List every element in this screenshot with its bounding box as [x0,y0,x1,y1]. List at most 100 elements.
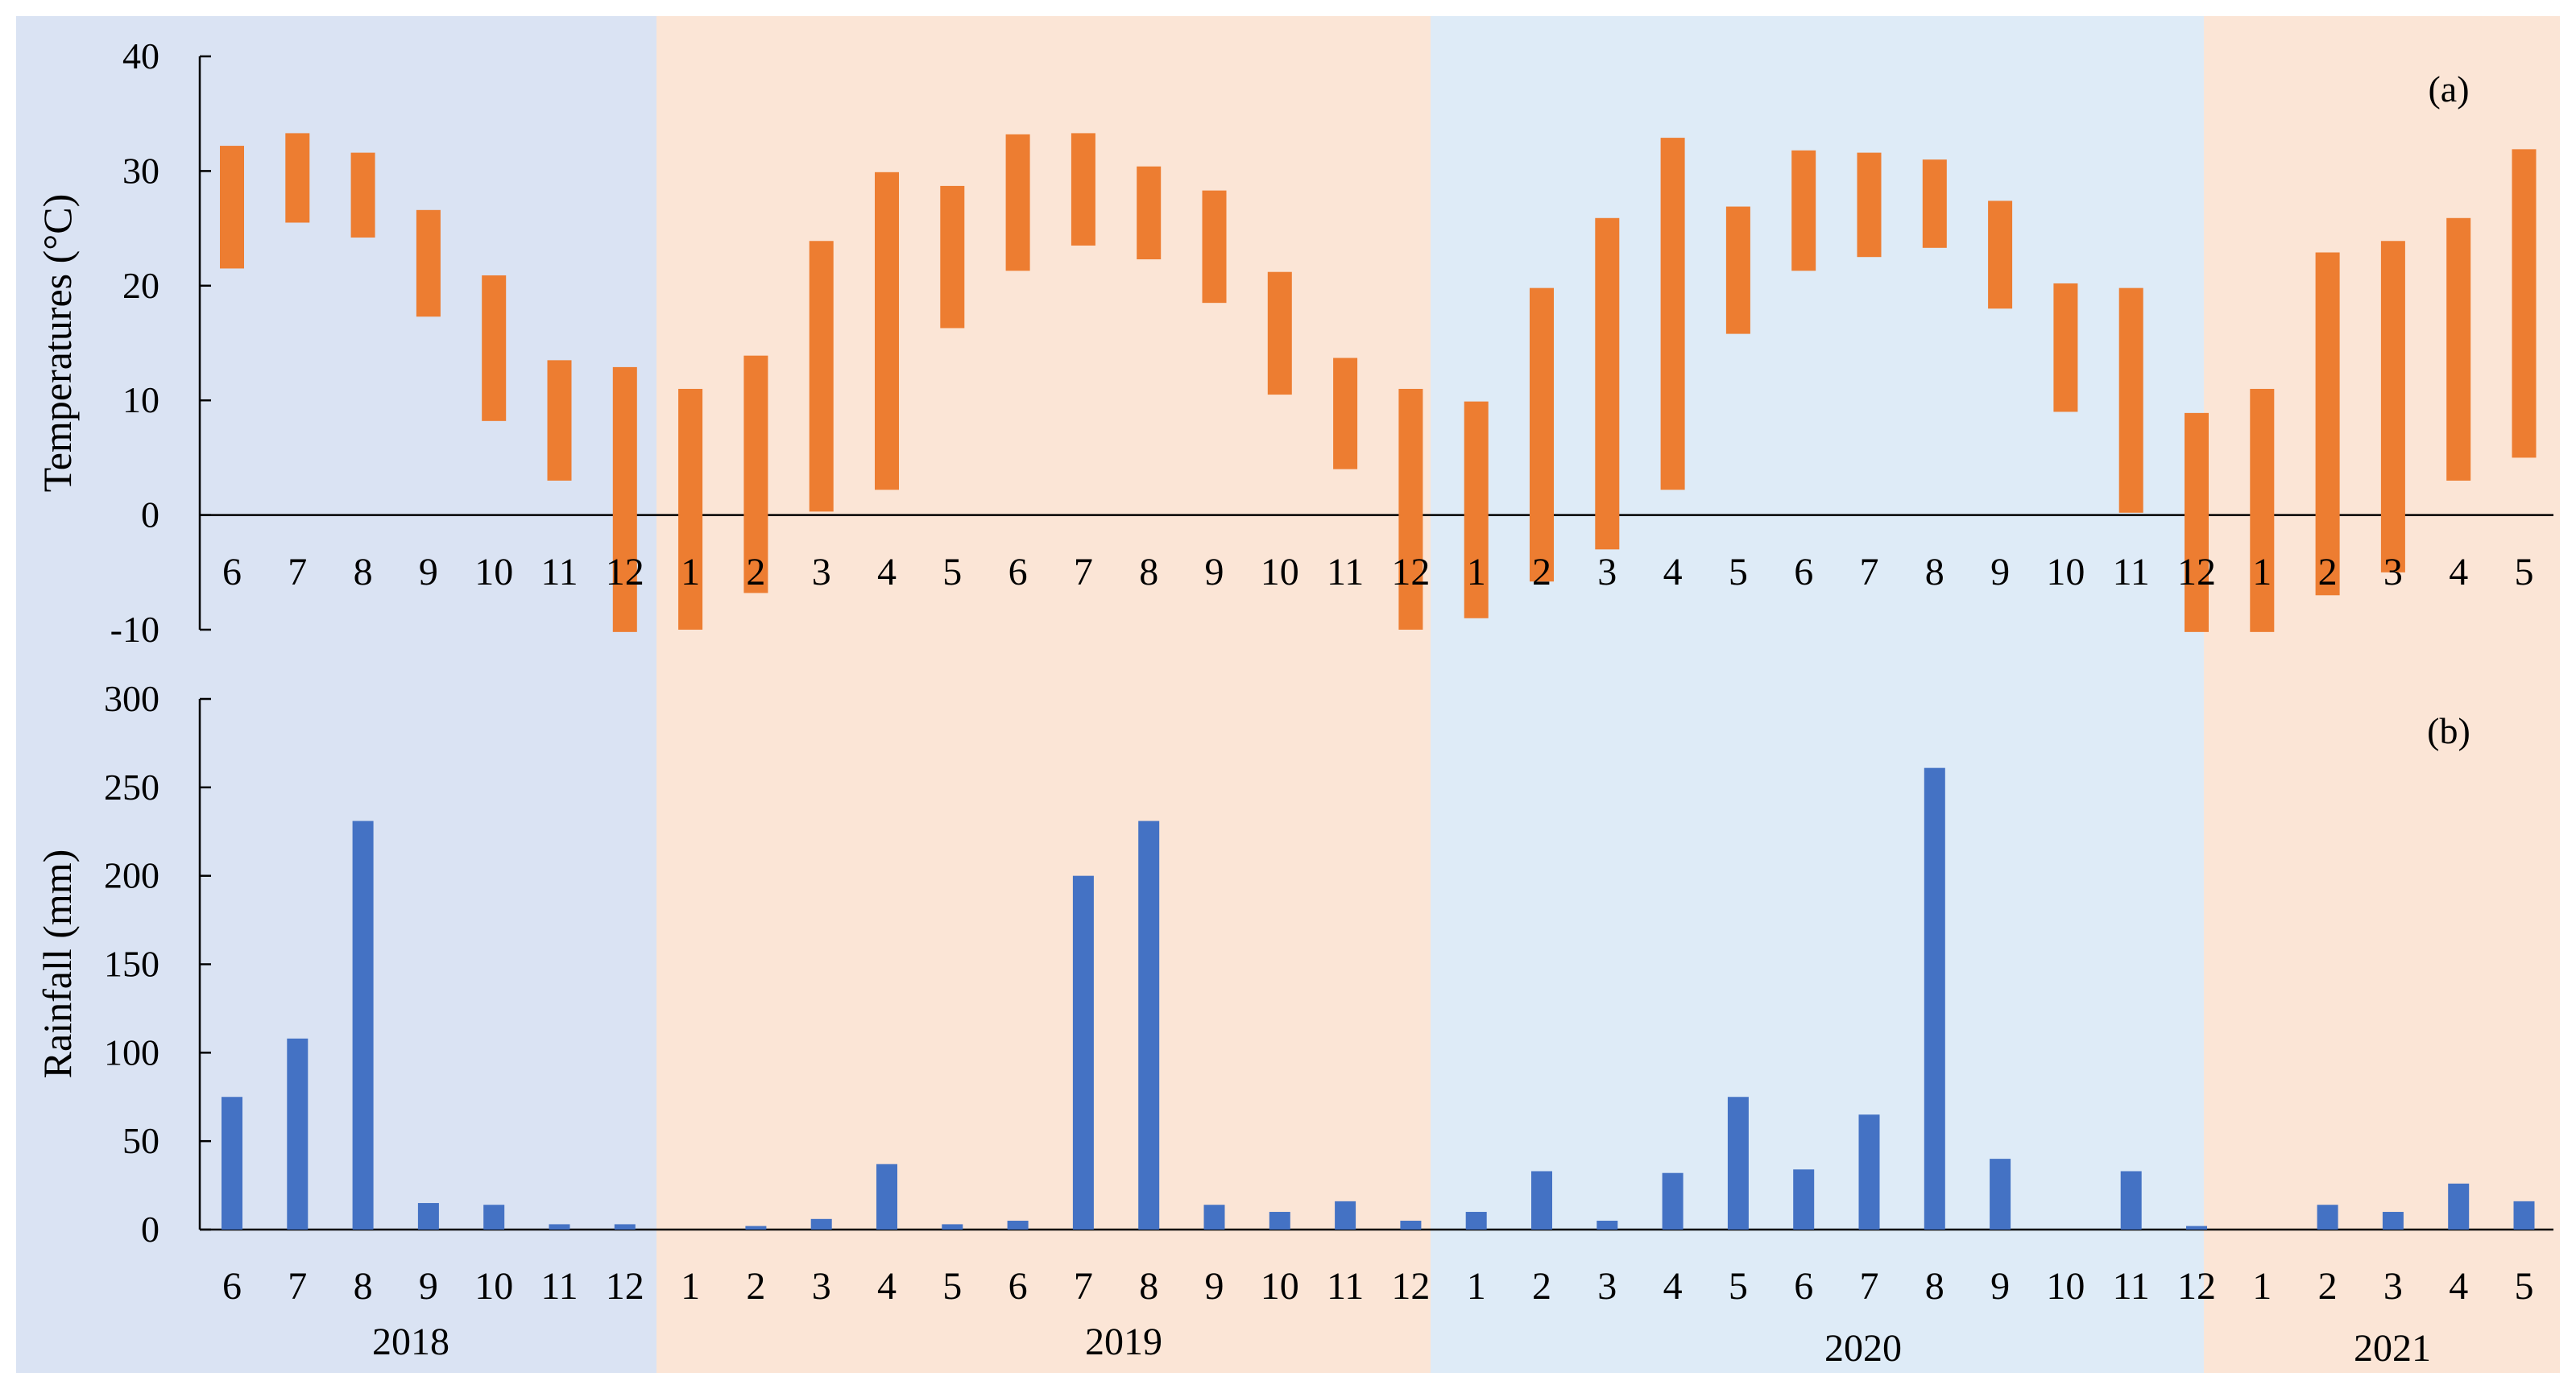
temperature-month-label: 2 [2318,551,2338,593]
temperature-range-bar [1595,217,1620,550]
temperature-month-label: 12 [606,551,644,593]
rainfall-bar [810,1218,832,1230]
temperature-month-label: 8 [1925,551,1944,593]
rainfall-month-label: 1 [681,1265,700,1308]
rainfall-bar [942,1224,963,1230]
rainfall-bar [287,1038,309,1230]
rainfall-tick-label: 50 [122,1120,159,1161]
year-band-2018 [16,16,656,1373]
rainfall-bar [1727,1097,1749,1230]
temperature-month-label: 10 [2046,551,2085,593]
rainfall-month-label: 2 [746,1265,765,1308]
rainfall-month-label: 6 [222,1265,242,1308]
rainfall-bar [1597,1221,1618,1230]
rainfall-month-label: 3 [812,1265,831,1308]
temperature-month-label: 8 [354,551,373,593]
rainfall-month-label: 3 [1597,1265,1617,1308]
temperature-range-bar [482,275,507,421]
temperature-range-bar [2380,241,2405,573]
temperature-month-label: 8 [1139,551,1158,593]
rainfall-month-label: 3 [2383,1265,2403,1308]
rainfall-month-label: 8 [1139,1265,1158,1308]
temperature-month-label: 11 [2113,551,2150,593]
rainfall-month-label: 6 [1008,1265,1028,1308]
rainfall-bar [1465,1212,1487,1230]
temperature-month-label: 2 [1532,551,1551,593]
rainfall-month-label: 11 [1327,1265,1364,1308]
rainfall-tick-label: 300 [104,678,159,719]
rainfall-bar [1335,1201,1356,1230]
temperature-month-label: 1 [681,551,700,593]
temperature-month-label: 6 [1794,551,1813,593]
temperature-range-bar [743,355,768,593]
temperature-axis-title: Temperatures (°C) [35,194,80,493]
rainfall-bar [1858,1114,1880,1230]
rainfall-month-label: 1 [2252,1265,2272,1308]
panel-a-label: (a) [2428,68,2469,110]
temperature-range-bar [1202,190,1227,304]
year-labels: 2018 2019 2020 2021 [372,1321,2431,1370]
temperature-range-bar [1725,206,1750,334]
temperature-range-bar [940,185,965,329]
rainfall-bar [1138,821,1160,1230]
rainfall-tick-label: 150 [104,944,159,985]
rainfall-month-label: 9 [1205,1265,1224,1308]
rainfall-month-label: 10 [1261,1265,1299,1308]
temperature-month-label: 7 [288,551,307,593]
year-band-2019 [656,16,1431,1373]
rainfall-month-label: 9 [419,1265,438,1308]
rainfall-tick-label: 0 [141,1209,159,1250]
temperature-month-label: 4 [1663,551,1683,593]
temperature-month-label: 5 [942,551,962,593]
temperature-month-label: 9 [419,551,438,593]
temperature-month-label: 3 [2383,551,2403,593]
rainfall-bar [2120,1171,2142,1230]
rainfall-bar [2513,1201,2535,1230]
temperature-range-bar [220,146,244,269]
temperature-range-bar [1988,200,2013,309]
temperature-range-bar [875,172,899,490]
rainfall-month-label: 7 [288,1265,307,1308]
temperature-range-bar [1071,133,1095,246]
rainfall-bar [2317,1205,2338,1230]
temperature-tick-label: 10 [122,379,159,420]
rainfall-bar [549,1224,570,1230]
rainfall-axis-title: Rainfall (mm) [35,850,80,1079]
rainfall-bar [876,1164,897,1230]
temperature-month-label: 12 [2177,551,2216,593]
rainfall-month-label: 10 [474,1265,513,1308]
temperature-range-bar [2315,252,2340,596]
panel-b-label: (b) [2427,710,2470,751]
rainfall-month-label: 11 [540,1265,578,1308]
rainfall-month-label: 4 [877,1265,897,1308]
temperature-range-bar [2512,149,2537,458]
rainfall-month-label: 4 [1663,1265,1683,1308]
temperature-month-label: 5 [2515,551,2534,593]
temperature-range-bar [1530,287,1554,582]
rainfall-month-label: 5 [1729,1265,1748,1308]
rainfall-month-label: 8 [1925,1265,1944,1308]
rainfall-bar [352,821,374,1230]
year-band-2021 [2204,16,2560,1373]
temperature-month-label: 9 [1205,551,1224,593]
temperature-range-bar [547,360,572,481]
temperature-range-bar [2118,287,2143,513]
temperature-range-bar [678,388,703,630]
rainfall-bar [1400,1221,1422,1230]
rainfall-bar [222,1097,242,1230]
rainfall-month-label: 9 [1990,1265,2010,1308]
temperature-month-label: 4 [877,551,897,593]
temperature-month-label: 1 [2252,551,2272,593]
temperature-month-label: 3 [1597,551,1617,593]
temperature-month-label: 2 [746,551,765,593]
year-background-bands [16,16,2560,1373]
temperature-range-bar [1922,159,1947,248]
temperature-month-label: 12 [1391,551,1430,593]
rainfall-month-label: 6 [1794,1265,1813,1308]
temperature-range-bar [350,152,375,238]
rainfall-bar [1072,875,1094,1230]
rainfall-bar [614,1224,636,1230]
temperature-range-bar [612,366,637,632]
temperature-range-bar [416,209,441,317]
